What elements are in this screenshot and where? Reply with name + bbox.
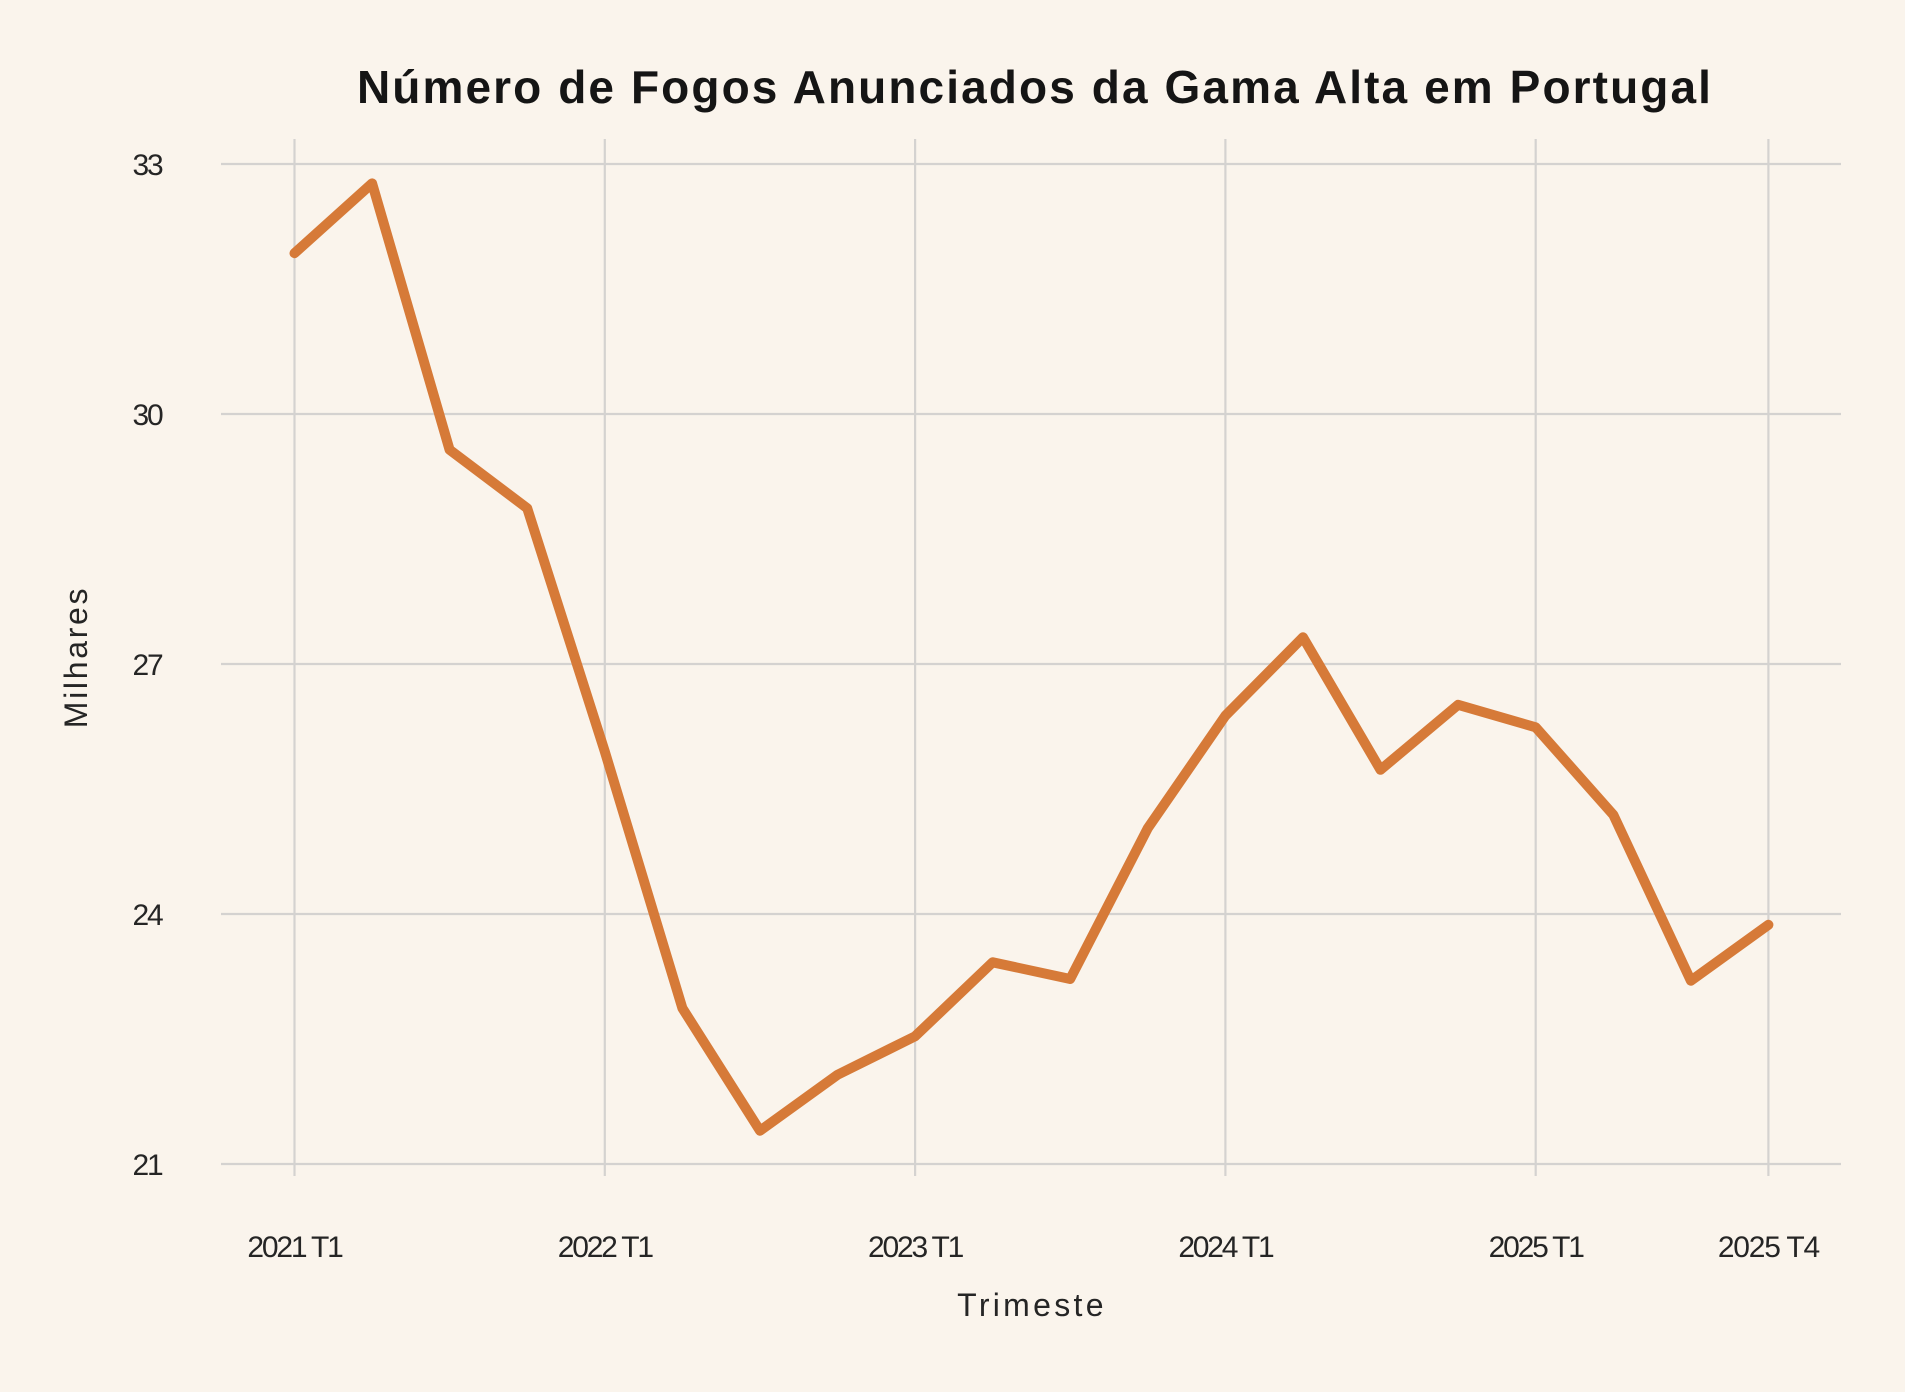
svg-text:Trimeste: Trimeste <box>957 1287 1107 1323</box>
svg-text:Número de Fogos Anunciados da: Número de Fogos Anunciados da Gama Alta … <box>357 61 1713 113</box>
svg-text:2025 T4: 2025 T4 <box>1718 1231 1820 1264</box>
svg-text:2025 T1: 2025 T1 <box>1489 1231 1585 1264</box>
svg-text:33: 33 <box>133 149 163 182</box>
svg-text:2021 T1: 2021 T1 <box>247 1231 343 1264</box>
svg-text:21: 21 <box>133 1149 163 1182</box>
svg-text:27: 27 <box>133 649 163 682</box>
svg-text:24: 24 <box>133 899 163 932</box>
svg-text:2023 T1: 2023 T1 <box>868 1231 964 1264</box>
svg-text:2022 T1: 2022 T1 <box>558 1231 654 1264</box>
svg-text:30: 30 <box>133 399 163 432</box>
svg-text:Milhares: Milhares <box>58 586 94 729</box>
svg-text:2024 T1: 2024 T1 <box>1178 1231 1274 1264</box>
